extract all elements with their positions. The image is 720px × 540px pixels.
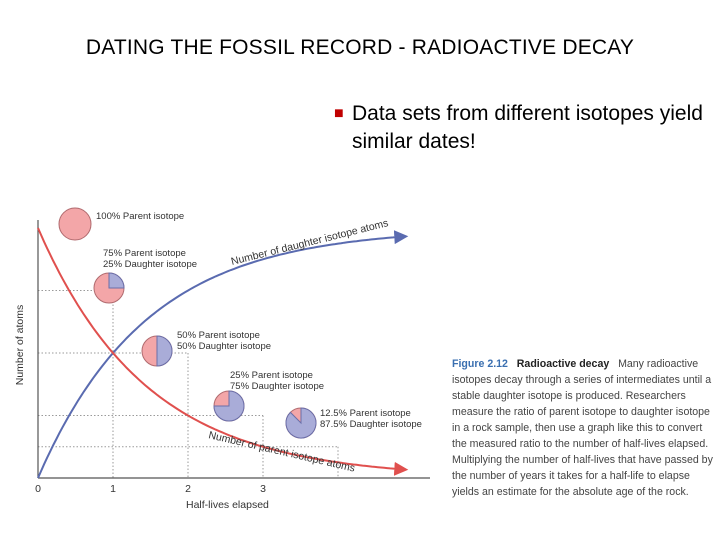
x-axis-label: Half-lives elapsed xyxy=(186,499,269,511)
pie-label-daughter-1: 25% Daughter isotope xyxy=(103,259,197,270)
pie-slice-daughter-2 xyxy=(156,335,173,367)
x-tick-label: 0 xyxy=(35,483,41,495)
figure-heading: Radioactive decay xyxy=(516,358,610,370)
pie-slice-daughter-4 xyxy=(285,407,317,439)
pie-slice-daughter-3 xyxy=(213,390,245,422)
bullet-text: Data sets from different isotopes yield … xyxy=(352,102,703,153)
pie-label-daughter-4: 87.5% Daughter isotope xyxy=(320,419,422,430)
pie-label-daughter-3: 75% Daughter isotope xyxy=(230,381,324,392)
bullet-marker: ■ xyxy=(334,105,344,122)
x-tick-label: 3 xyxy=(260,483,266,495)
x-tick-label: 2 xyxy=(185,483,191,495)
series-label-parent: Number of parent isotope atoms xyxy=(207,429,356,474)
pie-label-parent-2: 50% Parent isotope xyxy=(177,330,260,341)
figure-caption-text: Many radioactive isotopes decay through … xyxy=(452,358,713,498)
pie-label-parent-1: 75% Parent isotope xyxy=(103,248,186,259)
bullet-point: ■ Data sets from different isotopes yiel… xyxy=(334,100,704,156)
pie-label-parent-0: 100% Parent isotope xyxy=(96,211,184,222)
pie-label-daughter-2: 50% Daughter isotope xyxy=(177,341,271,352)
pie-label-parent-4: 12.5% Parent isotope xyxy=(320,408,411,419)
pie-slice-daughter-1 xyxy=(108,272,125,289)
radioactive-decay-chart: Number of daughter isotope atoms Number o… xyxy=(14,207,430,511)
x-tick-label: 1 xyxy=(110,483,116,495)
pie-label-parent-3: 25% Parent isotope xyxy=(230,370,313,381)
slide-title: DATING THE FOSSIL RECORD - RADIOACTIVE D… xyxy=(85,36,635,59)
series-label-daughter: Number of daughter isotope atoms xyxy=(230,217,390,268)
series-line-daughter xyxy=(37,230,409,479)
series-line-parent xyxy=(37,227,409,476)
figure-caption: Figure 2.12 Radioactive decay Many radio… xyxy=(452,356,718,500)
y-axis-label: Number of atoms xyxy=(14,305,26,386)
pie-marker-0 xyxy=(58,207,92,241)
figure-label: Figure 2.12 xyxy=(452,358,508,370)
